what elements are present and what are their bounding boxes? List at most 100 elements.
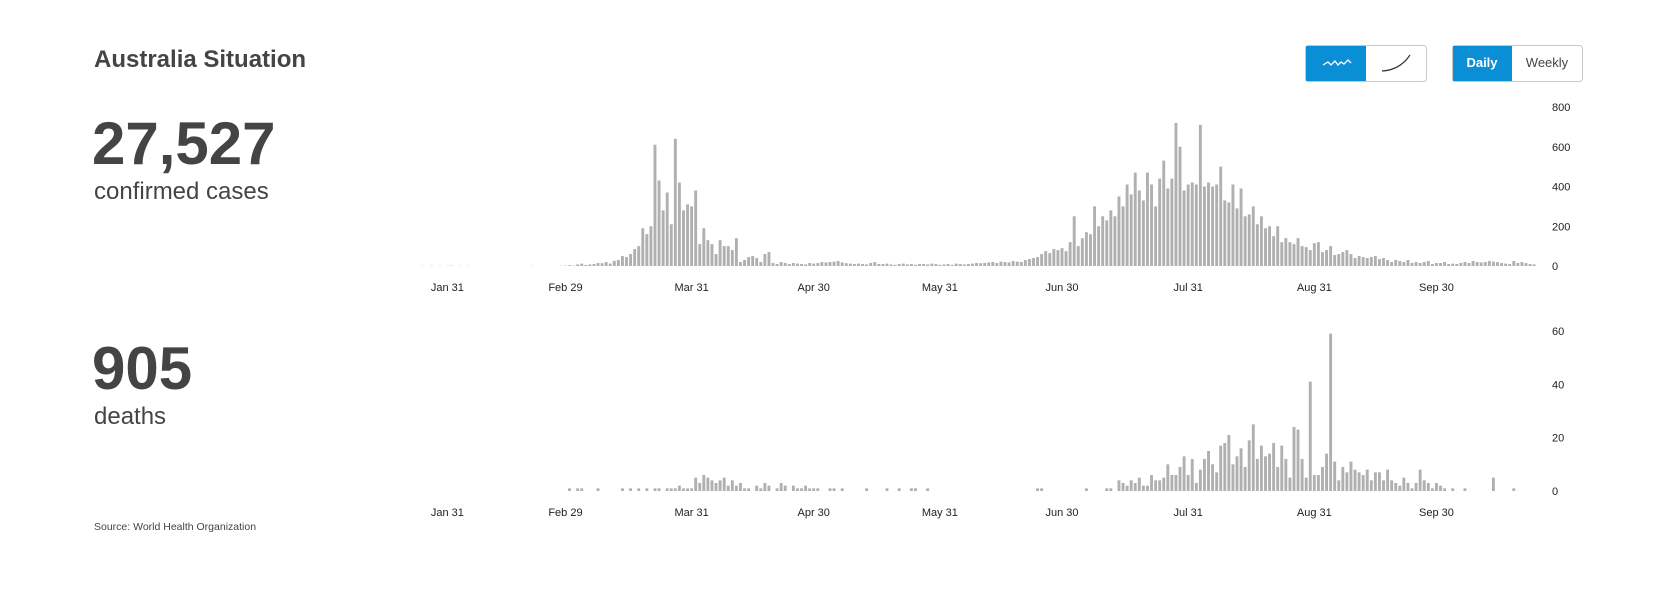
bar — [1280, 445, 1284, 491]
bar — [808, 488, 812, 491]
x-tick-label: Aug 31 — [1297, 507, 1332, 519]
y-tick-label: 800 — [1552, 102, 1570, 114]
bar — [1186, 475, 1190, 491]
bar — [1414, 483, 1418, 491]
bar — [1479, 262, 1483, 266]
bar — [633, 249, 637, 266]
bar — [702, 228, 706, 266]
bar — [1247, 440, 1251, 491]
x-tick-label: Mar 31 — [674, 282, 708, 294]
period-toggle: Daily Weekly — [1452, 45, 1583, 82]
bar — [1333, 255, 1337, 266]
bar — [1329, 333, 1333, 491]
bar — [1459, 263, 1463, 266]
bar — [1109, 488, 1113, 491]
bar — [739, 262, 742, 266]
x-tick-label: Sep 30 — [1419, 507, 1454, 519]
bar — [690, 206, 694, 266]
bar — [1357, 472, 1361, 491]
bar — [751, 256, 755, 266]
bar — [885, 488, 889, 491]
bar — [1015, 261, 1019, 266]
bar — [1463, 262, 1467, 266]
bar — [1032, 258, 1035, 266]
bar — [897, 264, 901, 266]
bar — [889, 264, 893, 266]
bar — [812, 263, 816, 266]
bar — [954, 263, 958, 266]
bar — [1430, 488, 1434, 491]
daily-button[interactable]: Daily — [1466, 55, 1498, 70]
bar — [1211, 186, 1215, 266]
bar — [714, 254, 718, 266]
bar — [730, 250, 734, 266]
y-tick-label: 0 — [1552, 486, 1558, 498]
bar — [1040, 254, 1044, 266]
x-tick-label: Apr 30 — [798, 507, 830, 519]
bar — [1296, 429, 1300, 491]
bar — [1158, 178, 1162, 266]
bar — [816, 488, 820, 491]
bar — [1190, 459, 1194, 491]
bar — [686, 488, 689, 491]
x-tick-label: Aug 31 — [1297, 282, 1332, 294]
x-tick-label: Feb 29 — [548, 282, 582, 294]
bar — [1243, 467, 1247, 491]
bar — [865, 488, 869, 491]
bar — [1475, 262, 1479, 266]
bar — [1471, 261, 1475, 266]
bar — [568, 488, 571, 491]
bar — [877, 264, 881, 266]
bar — [1141, 485, 1145, 491]
bar — [1426, 261, 1430, 266]
x-tick-label: Jan 31 — [431, 282, 464, 294]
bar — [1080, 238, 1084, 266]
bar — [808, 263, 812, 266]
bar — [1105, 488, 1109, 491]
bar — [1170, 178, 1174, 266]
bar — [657, 488, 661, 491]
bar — [1500, 263, 1503, 266]
daily-curve-button[interactable] — [1306, 46, 1366, 81]
bar — [1349, 461, 1353, 491]
bar — [1304, 247, 1308, 266]
bar — [971, 263, 974, 266]
bar — [604, 262, 608, 266]
bar — [710, 480, 714, 491]
bar — [620, 488, 624, 491]
bar — [722, 246, 726, 266]
bar — [1292, 427, 1296, 491]
bar — [1378, 259, 1381, 266]
bar — [734, 238, 738, 266]
bar — [677, 485, 681, 491]
bar — [1288, 477, 1292, 491]
x-tick-label: Apr 30 — [798, 282, 830, 294]
bar — [1003, 262, 1007, 266]
bar — [1280, 242, 1284, 266]
bar — [1052, 249, 1056, 266]
headline-number: 27,527 — [92, 110, 276, 177]
headline-caption: confirmed cases — [94, 178, 269, 205]
button-bg — [1453, 46, 1512, 81]
cumulative-curve-button[interactable] — [1381, 54, 1411, 72]
bar — [1329, 246, 1333, 266]
bar — [795, 263, 799, 266]
weekly-button[interactable]: Weekly — [1526, 55, 1569, 70]
bar — [1231, 184, 1235, 266]
bar — [620, 256, 624, 266]
bar — [677, 182, 681, 266]
bar — [914, 264, 917, 266]
bar — [779, 483, 783, 491]
bar — [1369, 257, 1373, 266]
bar — [914, 488, 917, 491]
bar — [999, 261, 1003, 266]
bar — [848, 263, 852, 266]
bar — [1418, 469, 1422, 491]
bar — [869, 263, 873, 266]
bar — [771, 263, 775, 266]
bar — [1117, 196, 1121, 266]
bar — [1255, 224, 1259, 266]
x-tick-label: May 31 — [922, 282, 958, 294]
bar — [1251, 424, 1255, 491]
